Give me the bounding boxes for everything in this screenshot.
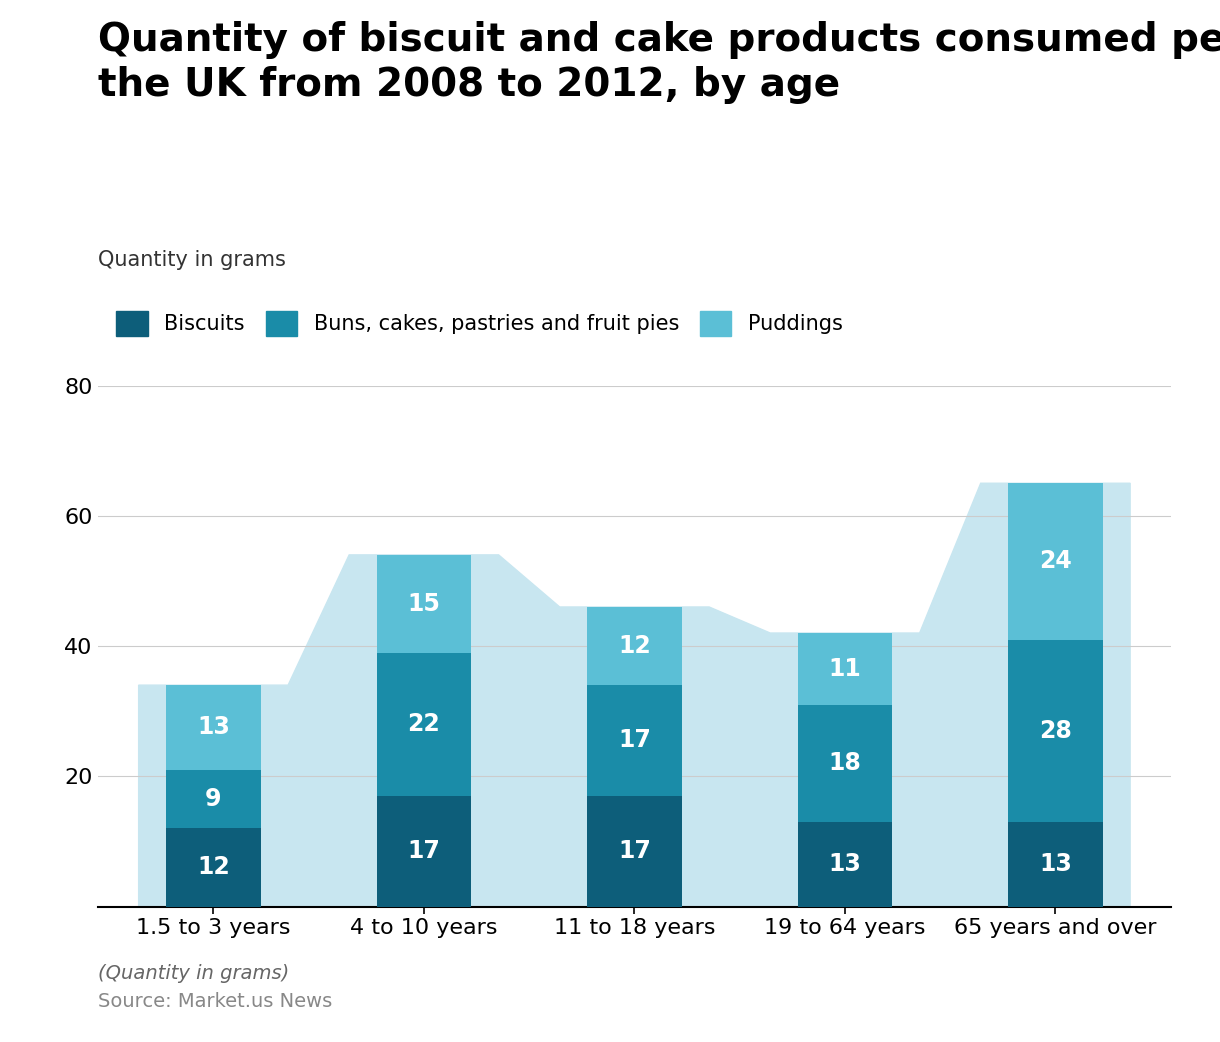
Bar — [1008, 640, 1103, 822]
Text: 11: 11 — [828, 656, 861, 680]
Bar — [377, 652, 471, 796]
Bar — [166, 828, 261, 907]
Text: 12: 12 — [619, 634, 650, 659]
Bar — [377, 796, 471, 907]
Bar — [587, 796, 682, 907]
Text: 22: 22 — [407, 712, 440, 737]
Text: 17: 17 — [619, 728, 650, 752]
Text: Source: Market.us News: Source: Market.us News — [98, 992, 332, 1011]
Text: 13: 13 — [828, 852, 861, 876]
Polygon shape — [139, 483, 1130, 907]
Text: Quantity in grams: Quantity in grams — [98, 250, 285, 270]
Text: 12: 12 — [196, 855, 229, 879]
Text: 18: 18 — [828, 751, 861, 775]
Text: 13: 13 — [1039, 852, 1072, 876]
Bar — [798, 704, 892, 822]
Legend: Biscuits, Buns, cakes, pastries and fruit pies, Puddings: Biscuits, Buns, cakes, pastries and frui… — [109, 302, 850, 344]
Bar — [798, 822, 892, 907]
Text: 28: 28 — [1039, 719, 1072, 743]
Bar — [166, 770, 261, 828]
Text: 15: 15 — [407, 592, 440, 616]
Bar — [1008, 483, 1103, 640]
Bar — [587, 606, 682, 686]
Text: 9: 9 — [205, 787, 222, 811]
Bar — [798, 632, 892, 704]
Text: 13: 13 — [196, 716, 229, 740]
Text: 17: 17 — [407, 839, 440, 863]
Text: (Quantity in grams): (Quantity in grams) — [98, 964, 289, 983]
Bar — [377, 554, 471, 652]
Text: Quantity of biscuit and cake products consumed per day in
the UK from 2008 to 20: Quantity of biscuit and cake products co… — [98, 21, 1220, 104]
Text: 24: 24 — [1039, 549, 1072, 573]
Bar — [1008, 822, 1103, 907]
Bar — [587, 686, 682, 796]
Text: 17: 17 — [619, 839, 650, 863]
Bar — [166, 686, 261, 770]
